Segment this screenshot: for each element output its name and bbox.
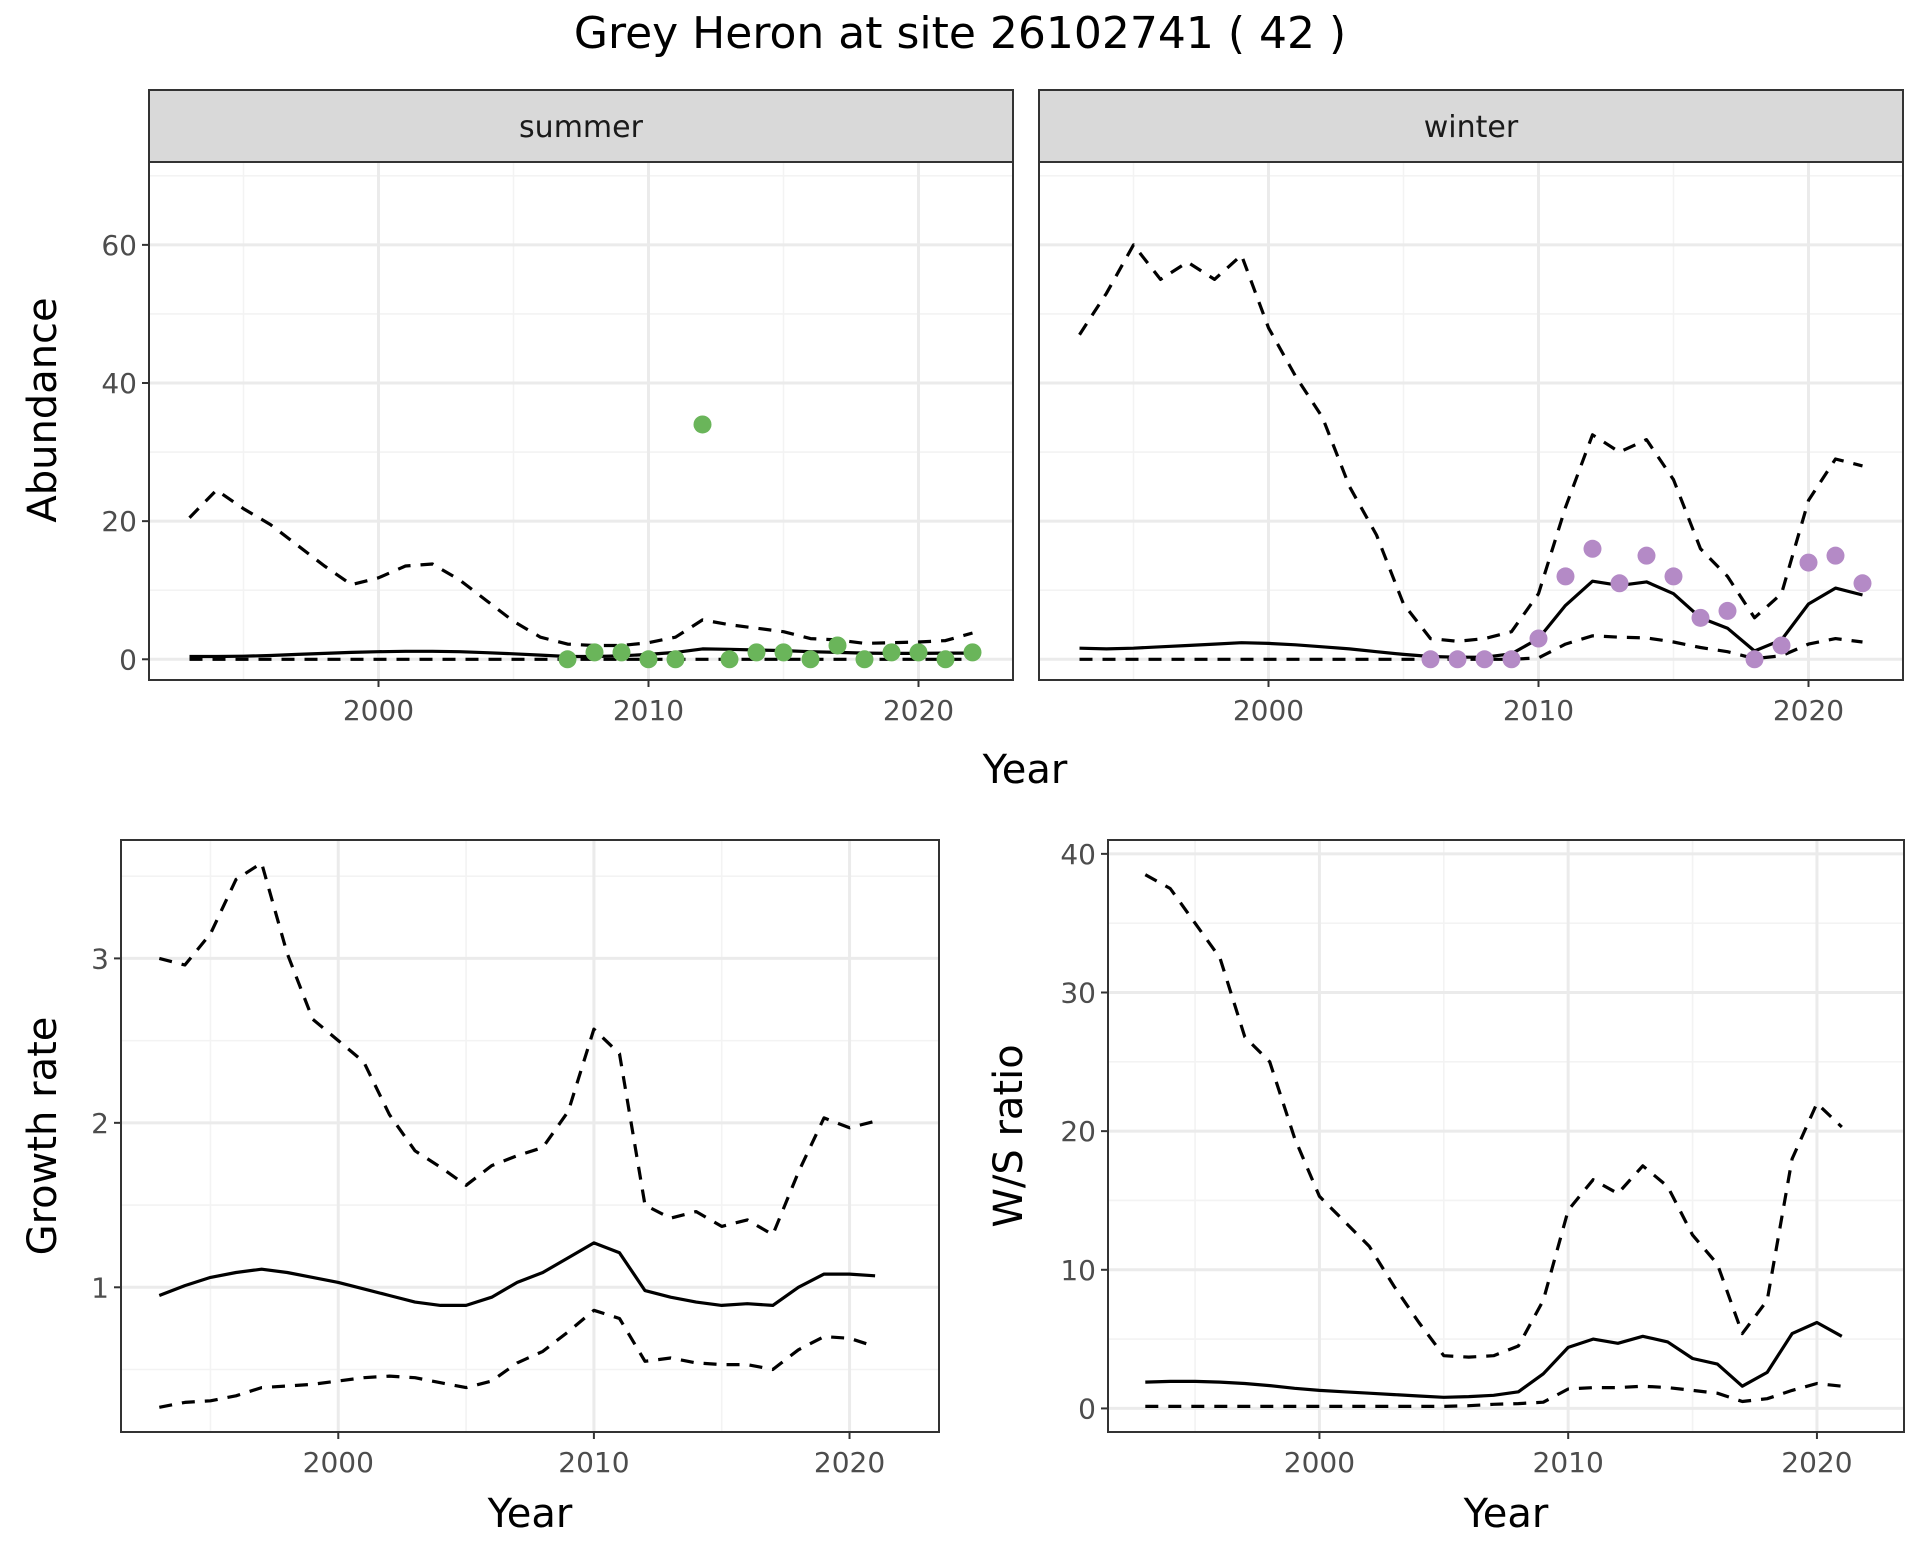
winter-strip-label: winter [1424, 110, 1519, 145]
growth-upper-ci-line [158, 861, 876, 1237]
summer-observed-point [909, 643, 928, 662]
summer-x-tick-label: 2020 [883, 694, 954, 727]
ratio-x-tick-label: 2020 [1781, 1446, 1852, 1479]
ws-ratio-panel: 2000 2010 2020 0 10 20 30 40 Year W/S ratio [986, 838, 1905, 1537]
abundance-y-axis-title: Abundance [20, 297, 66, 522]
summer-y-tick-label: 20 [101, 505, 137, 538]
growth-x-tick-label: 2020 [814, 1446, 885, 1479]
winter-observed-point [1421, 650, 1440, 669]
ratio-x-axis-title: Year [1463, 1491, 1549, 1537]
abundance-summer-panel: 2000 2010 2020 0 20 40 60 summer [101, 89, 1014, 727]
growth-x-axis-title: Year [487, 1491, 573, 1537]
summer-observed-point [612, 643, 631, 662]
winter-observed-point [1745, 650, 1764, 669]
ratio-lower-ci-line [1145, 1381, 1842, 1409]
winter-observed-point [1610, 574, 1629, 593]
summer-observed-point [558, 650, 577, 669]
growth-x-tick-label: 2000 [303, 1446, 374, 1479]
summer-strip-label: summer [519, 110, 644, 145]
winter-observed-point [1772, 636, 1791, 655]
abundance-winter-panel: 2000 2010 2020 winter [1038, 89, 1904, 727]
summer-observed-point [774, 643, 793, 662]
growth-y-tick-label: 1 [91, 1271, 109, 1304]
summer-x-tick-label: 2000 [343, 694, 414, 727]
winter-upper-ci-line [1078, 243, 1863, 643]
summer-y-tick-label: 40 [101, 367, 137, 400]
growth-y-tick-label: 2 [91, 1107, 109, 1140]
winter-observed-point [1853, 574, 1872, 593]
winter-x-tick-label: 2010 [1503, 694, 1574, 727]
ratio-upper-ci-line [1144, 873, 1843, 1359]
summer-plot-area [149, 162, 1013, 680]
growth-estimate-line [158, 1241, 876, 1308]
summer-observed-point [963, 643, 982, 662]
growth-panel-border [120, 839, 940, 1433]
ratio-x-tick-label: 2010 [1533, 1446, 1604, 1479]
winter-observed-point [1637, 546, 1656, 565]
ratio-y-tick-label: 10 [1060, 1254, 1096, 1287]
growth-lower-ci-line [158, 1308, 876, 1409]
winter-estimate-line [1079, 579, 1863, 659]
ratio-y-tick-label: 30 [1060, 977, 1096, 1010]
ratio-y-tick-label: 40 [1060, 838, 1096, 871]
winter-observed-point [1826, 546, 1845, 565]
summer-observed-point [936, 650, 955, 669]
winter-observed-point [1583, 539, 1602, 558]
winter-x-tick-label: 2020 [1773, 694, 1844, 727]
growth-rate-panel: 2000 2010 2020 1 2 3 Year Growth rate [20, 839, 940, 1537]
summer-observed-point [747, 643, 766, 662]
summer-y-tick-label: 60 [101, 229, 137, 262]
growth-x-tick-label: 2010 [558, 1446, 629, 1479]
winter-x-tick-label: 2000 [1233, 694, 1304, 727]
summer-observed-point [828, 636, 847, 655]
figure-title: Grey Heron at site 26102741 ( 42 ) [574, 8, 1346, 59]
winter-observed-point [1799, 553, 1818, 572]
growth-y-axis-title: Growth rate [20, 1017, 66, 1256]
ratio-y-axis-title: W/S ratio [986, 1044, 1032, 1227]
summer-observed-point [882, 643, 901, 662]
summer-x-tick-label: 2010 [613, 694, 684, 727]
winter-observed-point [1529, 629, 1548, 648]
summer-observed-point [693, 415, 712, 434]
winter-observed-point [1664, 567, 1683, 586]
winter-plot-area [1039, 162, 1903, 680]
ratio-y-tick-label: 0 [1078, 1392, 1096, 1425]
ratio-estimate-line [1145, 1320, 1843, 1399]
summer-strip [148, 89, 1014, 163]
summer-observed-point [639, 650, 658, 669]
summer-observed-point [585, 643, 604, 662]
ratio-y-tick-label: 20 [1060, 1115, 1096, 1148]
winter-strip [1038, 89, 1904, 163]
summer-observed-point [666, 650, 685, 669]
winter-observed-point [1691, 608, 1710, 627]
summer-observed-point [720, 650, 739, 669]
ratio-x-tick-label: 2000 [1284, 1446, 1355, 1479]
summer-upper-ci-line [188, 488, 973, 648]
winter-observed-point [1475, 650, 1494, 669]
summer-observed-point [801, 650, 820, 669]
ratio-plot-area [1108, 840, 1904, 1432]
winter-lower-ci-line [1079, 634, 1863, 661]
winter-observed-point [1718, 601, 1737, 620]
winter-observed-point [1556, 567, 1575, 586]
summer-observed-point [855, 650, 874, 669]
ratio-panel-border [1107, 839, 1905, 1433]
growth-y-tick-label: 3 [91, 942, 109, 975]
summer-y-tick-label: 0 [119, 643, 137, 676]
growth-plot-area [121, 840, 939, 1432]
winter-observed-point [1502, 650, 1521, 669]
abundance-x-axis-title: Year [982, 747, 1068, 793]
winter-observed-point [1448, 650, 1467, 669]
